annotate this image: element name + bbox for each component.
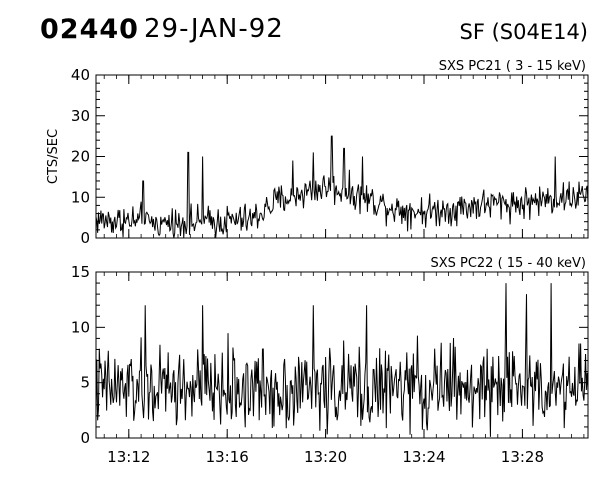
panel-2-ytick-label: 10 xyxy=(71,318,90,336)
panel-2-ytick-label: 15 xyxy=(71,263,90,281)
panel-1-ytick-label: 20 xyxy=(71,148,90,166)
panel-1-ytick-label: 30 xyxy=(71,107,90,125)
panel-2-title: SXS PC22 ( 15 - 40 keV) xyxy=(430,256,586,271)
xtick-label: 13:24 xyxy=(402,448,445,466)
panel-2-frame xyxy=(95,271,589,439)
panel-1-title: SXS PC21 ( 3 - 15 keV) xyxy=(439,59,586,74)
panel-2-ytick-label: 5 xyxy=(80,374,90,392)
panel-1-ytick-label: 10 xyxy=(71,188,90,206)
panel-1-ylabel: CTS/SEC xyxy=(46,129,61,184)
xtick-label: 13:16 xyxy=(206,448,249,466)
xtick-label: 13:20 xyxy=(304,448,347,466)
panel-1-ytick-label: 0 xyxy=(80,229,90,247)
flare-label: SF (S04E14) xyxy=(459,20,588,44)
xtick-label: 13:12 xyxy=(107,448,150,466)
panel-2-series-line xyxy=(95,283,589,437)
panel-1-frame xyxy=(95,74,589,239)
panel-1-series-line xyxy=(95,135,589,239)
xtick-label: 13:28 xyxy=(501,448,544,466)
event-date: 29-JAN-92 xyxy=(144,14,284,44)
panel-2-ytick-label: 0 xyxy=(80,429,90,447)
panel-1-ytick-label: 40 xyxy=(71,66,90,84)
event-id: 02440 xyxy=(40,14,139,45)
